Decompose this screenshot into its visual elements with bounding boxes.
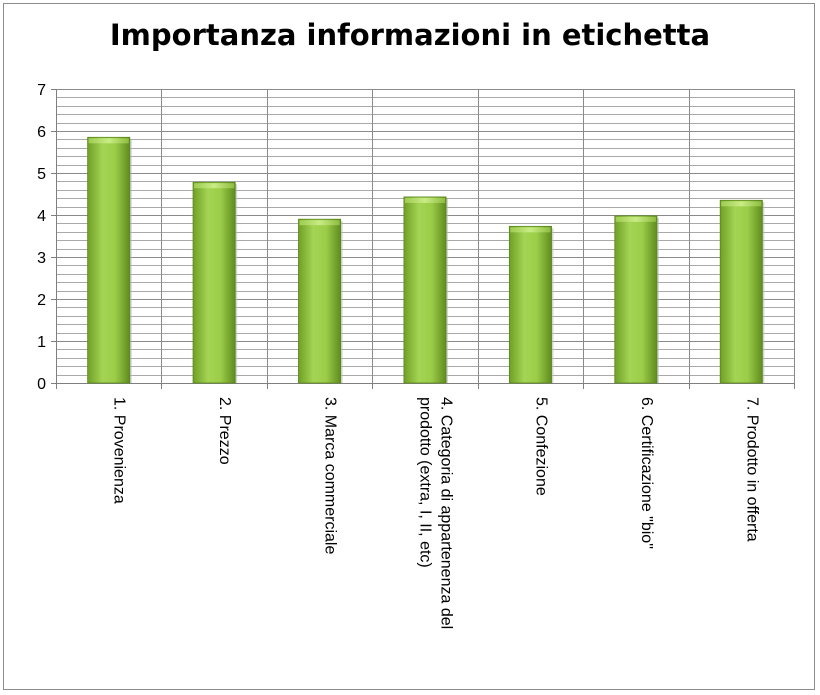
bar-cap xyxy=(88,138,129,144)
bar xyxy=(403,196,449,384)
bar-cap xyxy=(194,183,235,189)
bar-body xyxy=(298,218,342,384)
x-tick-label-line: 1. Provenienza xyxy=(111,397,128,504)
x-tick-label-line: 4. Categoria di appartenenza del xyxy=(438,397,455,629)
y-tick-label: 6 xyxy=(37,124,46,141)
bar-body xyxy=(508,225,552,384)
bar-body xyxy=(719,199,763,384)
bar-cap xyxy=(615,216,656,222)
x-tick-label-line: 7. Prodotto in offerta xyxy=(743,397,760,542)
x-tick-label-line: 6. Certificazione "bio" xyxy=(638,397,655,549)
bar xyxy=(87,136,132,384)
bar xyxy=(614,215,659,384)
bar-cap xyxy=(721,201,762,207)
y-tick-label: 0 xyxy=(37,376,46,393)
x-tick-label-line: prodotto (extra, I, II, etc) xyxy=(417,397,434,568)
x-tick-label-line: 2. Prezzo xyxy=(216,397,233,465)
y-tick-label: 7 xyxy=(37,82,46,99)
y-tick-label: 3 xyxy=(37,250,46,267)
chart-title: Importanza informazioni in etichetta xyxy=(109,18,711,52)
bar-body xyxy=(403,196,447,384)
bar-cap xyxy=(299,220,340,226)
bar xyxy=(192,181,238,384)
bar xyxy=(298,218,343,384)
x-tick-label: 4. Categoria di appartenenza delprodotto… xyxy=(417,397,455,629)
bar-cap xyxy=(510,227,551,233)
bar xyxy=(508,225,554,384)
x-tick-label-line: 3. Marca commerciale xyxy=(322,397,339,554)
bar-body xyxy=(87,136,131,384)
bar xyxy=(719,199,765,384)
bar-body xyxy=(614,215,658,384)
x-tick-label: 2. Prezzo xyxy=(216,397,233,465)
x-tick-label: 3. Marca commerciale xyxy=(322,397,339,554)
y-tick-label: 1 xyxy=(37,334,46,351)
x-tick-label: 1. Provenienza xyxy=(111,397,128,504)
bar-body xyxy=(192,181,236,384)
x-tick-label: 5. Confezione xyxy=(532,397,549,496)
y-tick-label: 4 xyxy=(37,208,46,225)
y-tick-label: 2 xyxy=(37,292,46,309)
x-tick-label-line: 5. Confezione xyxy=(532,397,549,496)
x-tick-label: 7. Prodotto in offerta xyxy=(743,397,760,542)
y-tick-label: 5 xyxy=(37,166,46,183)
x-tick-label: 6. Certificazione "bio" xyxy=(638,397,655,549)
bar-cap xyxy=(404,197,446,203)
